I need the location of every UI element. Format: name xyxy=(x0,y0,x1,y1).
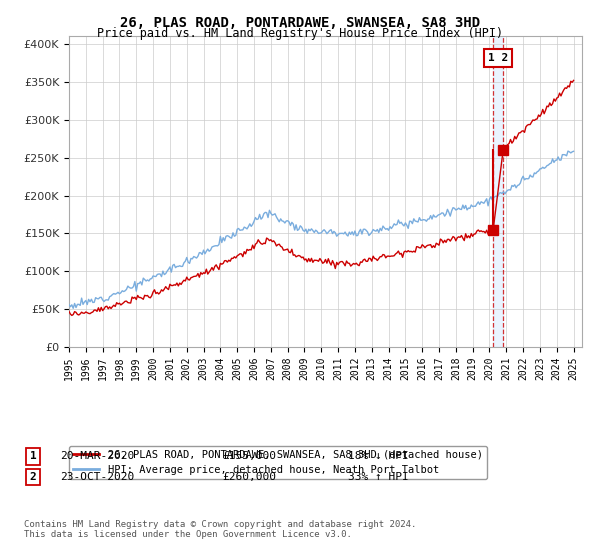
Text: Contains HM Land Registry data © Crown copyright and database right 2024.
This d: Contains HM Land Registry data © Crown c… xyxy=(24,520,416,539)
Text: 23-OCT-2020: 23-OCT-2020 xyxy=(60,472,134,482)
Text: 33% ↑ HPI: 33% ↑ HPI xyxy=(348,472,409,482)
Text: 1 2: 1 2 xyxy=(488,53,508,63)
Text: 1: 1 xyxy=(29,451,37,461)
Text: Price paid vs. HM Land Registry's House Price Index (HPI): Price paid vs. HM Land Registry's House … xyxy=(97,27,503,40)
Bar xyxy=(493,36,503,347)
Text: 2: 2 xyxy=(29,472,37,482)
Text: £155,000: £155,000 xyxy=(222,451,276,461)
Text: 18% ↓ HPI: 18% ↓ HPI xyxy=(348,451,409,461)
Text: 26, PLAS ROAD, PONTARDAWE, SWANSEA, SA8 3HD: 26, PLAS ROAD, PONTARDAWE, SWANSEA, SA8 … xyxy=(120,16,480,30)
Legend: 26, PLAS ROAD, PONTARDAWE, SWANSEA, SA8 3HD (detached house), HPI: Average price: 26, PLAS ROAD, PONTARDAWE, SWANSEA, SA8 … xyxy=(69,446,487,479)
Text: 20-MAR-2020: 20-MAR-2020 xyxy=(60,451,134,461)
Text: £260,000: £260,000 xyxy=(222,472,276,482)
